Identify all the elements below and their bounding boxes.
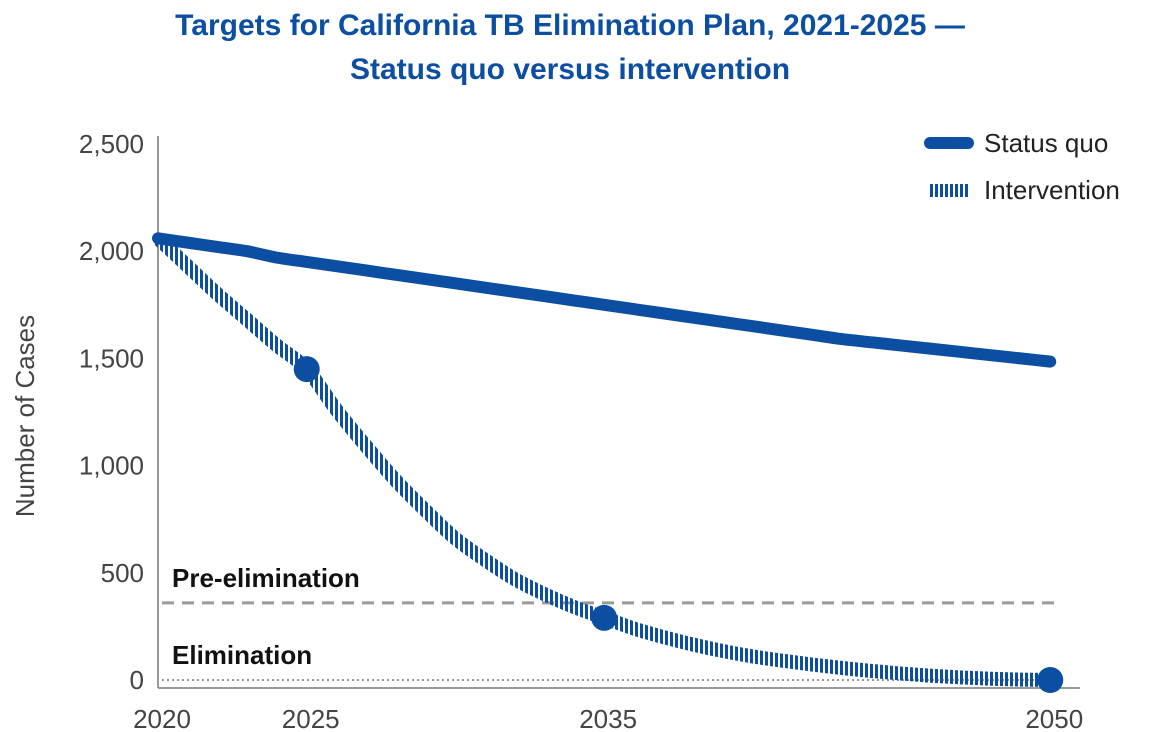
y-tick-label: 1,500 [79,343,144,373]
reference-lines: Pre-elimination Elimination [162,563,1060,681]
y-tick-label: 0 [130,665,144,695]
reference-line-label: Elimination [172,640,312,670]
legend: Status quo Intervention [924,128,1120,205]
legend-label-intervention: Intervention [984,175,1120,205]
legend-swatch-intervention [930,184,970,197]
chart-title: Targets for California TB Elimination Pl… [0,4,1140,92]
intervention-marker [591,604,618,631]
y-tick-label: 2,000 [79,236,144,266]
axes [157,136,1080,689]
series-markers [293,356,1064,693]
y-tick-label: 1,000 [79,451,144,481]
intervention-marker [1037,667,1064,693]
y-axis-label: Number of Cases [10,315,40,517]
x-tick-label: 2035 [579,704,637,732]
chart-title-line-2: Status quo versus intervention [349,53,791,86]
reference-line-label: Pre-elimination [172,563,360,593]
y-tick-label: 500 [101,558,144,588]
y-tick-label: 2,500 [79,129,144,159]
intervention-marker [293,356,320,383]
tick-labels: 0 500 1,000 1,500 2,000 2,500 2020 2025 2035 2050… [10,129,1083,732]
x-tick-label: 2020 [133,704,191,732]
chart-title-line-1: Targets for California TB Elimination Pl… [175,9,965,42]
x-tick-label: 2025 [282,704,340,732]
status-quo-line [152,232,1057,368]
legend-label-status-quo: Status quo [984,128,1108,158]
x-tick-label: 2050 [1025,704,1083,732]
